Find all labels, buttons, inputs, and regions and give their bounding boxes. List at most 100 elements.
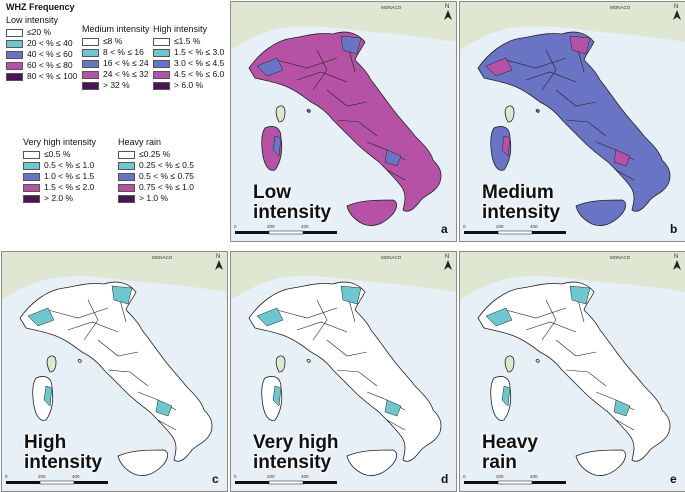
scale-bar-white — [497, 230, 533, 235]
elba-region — [306, 359, 311, 363]
province-boundary — [525, 321, 577, 333]
legend-row: > 2.0 % — [23, 193, 96, 204]
map-panel-high-intensity: High intensity c 0 200 400 N MONACO — [1, 251, 228, 492]
legend-swatch — [153, 59, 170, 68]
province-boundary — [157, 419, 177, 431]
scale-label: 200 — [496, 224, 504, 229]
legend-medium: Medium intensity ≤8 % 8 < % ≤ 16 16 < % … — [82, 24, 150, 91]
mainland-region — [248, 281, 442, 462]
legend-label: 0.5 < % ≤ 1.0 — [44, 160, 95, 170]
highlighted-province — [111, 285, 133, 305]
north-arrow-icon — [215, 260, 223, 270]
legend-swatch — [118, 183, 135, 192]
scale-label: 400 — [72, 474, 80, 479]
highlighted-province — [569, 35, 591, 55]
province-boundary — [541, 49, 557, 91]
province-boundary — [119, 299, 127, 323]
province-boundary — [348, 49, 356, 73]
highlighted-province — [501, 135, 511, 157]
legend-heading: Heavy rain — [118, 137, 162, 147]
province-boundary — [386, 169, 406, 181]
country-label: MONACO — [152, 255, 173, 260]
country-label: MONACO — [381, 5, 402, 10]
panel-title-line1: Heavy — [482, 432, 538, 453]
panel-letter: c — [212, 472, 219, 486]
legend-low: Low intensity ≤20 % 20 < % ≤ 40 40 < % ≤… — [6, 15, 77, 82]
legend-heading: Medium intensity — [82, 24, 150, 34]
italy-map-svg — [231, 2, 456, 235]
scale-bar-black — [464, 481, 498, 484]
legend-veryhigh: Very high intensity ≤0.5 % 0.5 < % ≤ 1.0… — [23, 137, 96, 204]
north-arrow-icon — [673, 260, 681, 270]
scale-label: 400 — [530, 224, 538, 229]
legend-label: 0.25 < % ≤ 0.5 — [139, 160, 194, 170]
legend-swatch — [118, 172, 135, 181]
scale-label: 400 — [301, 474, 309, 479]
province-boundary — [505, 307, 567, 319]
scale-bar-black — [303, 231, 337, 234]
legend-swatch — [153, 70, 170, 79]
legend-row: ≤1.5 % — [153, 36, 224, 47]
legend-label: 0.5 < % ≤ 0.75 — [139, 171, 194, 181]
legend-heading: Very high intensity — [23, 137, 97, 147]
italy-map-svg — [2, 252, 227, 485]
elba-region — [77, 359, 82, 363]
highlighted-province — [485, 57, 513, 77]
province-boundary — [386, 419, 406, 431]
mainland-region — [477, 31, 671, 212]
province-boundary — [541, 299, 557, 341]
highlighted-province — [27, 307, 55, 327]
panel-title-line2: intensity — [253, 202, 332, 223]
legend-swatch — [82, 59, 99, 68]
panel-letter: b — [670, 222, 678, 236]
highlighted-province — [613, 399, 631, 417]
legend-row: 3.0 < % ≤ 4.5 — [153, 58, 224, 69]
neighbour-land — [460, 252, 685, 300]
scale-label: 400 — [530, 474, 538, 479]
highlighted-province — [613, 149, 631, 167]
panel-title-line1: Very high — [253, 432, 339, 453]
legend-row: 40 < % ≤ 60 — [6, 49, 77, 60]
neighbour-land — [460, 2, 685, 50]
legend-label: > 2.0 % — [44, 193, 74, 203]
legend-label: 0.75 < % ≤ 1.0 — [139, 182, 194, 192]
north-label: N — [674, 254, 679, 260]
map-panel-very-high-intensity: Very high intensity d 0 200 400 N MONACO — [230, 251, 457, 492]
highlighted-province — [256, 307, 284, 327]
legend-label: 8 < % ≤ 16 — [103, 47, 144, 57]
north-arrow-icon — [673, 10, 681, 20]
legend-label: > 6.0 % — [174, 80, 204, 90]
province-boundary — [312, 49, 328, 91]
legend-row: ≤20 % — [6, 27, 77, 38]
highlighted-province — [272, 385, 282, 407]
panel-letter: a — [441, 222, 448, 236]
legend-label: ≤20 % — [27, 27, 52, 37]
province-boundary — [83, 299, 99, 341]
legend-row: 0.5 < % ≤ 1.0 — [23, 160, 96, 171]
legend-row: 24 < % ≤ 32 — [82, 69, 150, 80]
legend-swatch — [6, 39, 23, 48]
scale-label: 0 — [463, 224, 466, 229]
legend-swatch — [82, 48, 99, 57]
legend-row: > 1.0 % — [118, 193, 194, 204]
legend-swatch — [23, 161, 40, 170]
north-label: N — [445, 4, 450, 10]
legend-row: 8 < % ≤ 16 — [82, 47, 150, 58]
highlighted-province — [501, 385, 511, 407]
sicily-region — [575, 199, 626, 226]
scale-bar-black — [235, 481, 269, 484]
province-boundary — [312, 299, 328, 341]
mainland-region — [477, 281, 671, 462]
scale-label: 0 — [463, 474, 466, 479]
legend-swatch — [23, 183, 40, 192]
corsica-region — [504, 105, 515, 123]
legend-row: ≤0.25 % — [118, 149, 194, 160]
legend-rain: Heavy rain ≤0.25 % 0.25 < % ≤ 0.5 0.5 < … — [118, 137, 194, 204]
panel-title-line1: Low — [253, 182, 291, 203]
neighbour-land — [231, 252, 456, 300]
legend-label: 20 < % ≤ 40 — [27, 38, 73, 48]
province-boundary — [555, 339, 597, 357]
province-boundary — [326, 89, 368, 107]
province-boundary — [565, 369, 607, 387]
legend-swatch — [23, 172, 40, 181]
